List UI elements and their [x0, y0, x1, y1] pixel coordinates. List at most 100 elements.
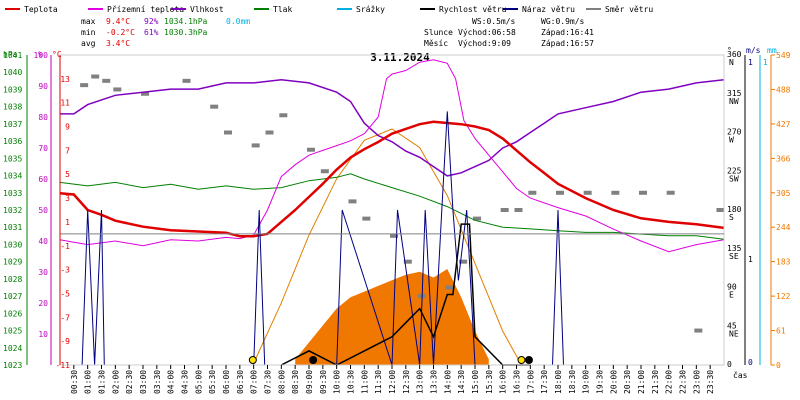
- legend-label: Teplota: [24, 5, 58, 14]
- stat-avg-label: avg: [81, 39, 96, 48]
- solar-tick-label: 366: [776, 154, 791, 163]
- direction-tick-label: 45: [727, 321, 737, 330]
- temperature-tick-label: -3: [60, 266, 70, 275]
- wind-direction-point: [390, 233, 398, 238]
- wind-direction-point: [611, 190, 620, 195]
- wind-direction-point: [307, 147, 315, 152]
- rain-tick-label: 1: [763, 58, 768, 67]
- x-tick-label: 18:30: [568, 370, 577, 394]
- x-tick-label: 07:00: [250, 370, 259, 394]
- moon-rise: Východ:9:09: [458, 39, 511, 48]
- x-tick-label: 02:30: [125, 370, 134, 394]
- temperature-tick-label: 3: [65, 194, 70, 203]
- x-tick-label: 23:30: [706, 370, 715, 394]
- x-tick-label: 11:30: [374, 370, 383, 394]
- wind-speed-mid-tick: 1: [748, 255, 753, 264]
- humidity-tick-label: 30: [38, 268, 48, 277]
- stat-min-press: 1030.3hPa: [164, 28, 208, 37]
- x-tick-label: 14:30: [457, 370, 466, 394]
- wind-direction-point: [583, 190, 592, 195]
- sun-rise: Východ:06:58: [458, 28, 516, 37]
- x-tick-label: 21:30: [651, 370, 660, 394]
- temperature-tick-label: 13: [60, 75, 70, 84]
- pressure-tick-label: 1040: [3, 68, 22, 77]
- temperature-tick-label: -5: [60, 289, 70, 298]
- temperature-tick-label: 1: [65, 218, 70, 227]
- temperature-tick-label: -1: [60, 242, 70, 251]
- x-tick-label: 06:00: [222, 370, 231, 394]
- x-tick-label: 17:30: [540, 370, 549, 394]
- wind-direction-point: [320, 169, 329, 174]
- pressure-tick-label: 1025: [3, 327, 22, 336]
- wind-direction-point: [445, 285, 454, 290]
- direction-compass-label: S: [729, 213, 734, 222]
- x-tick-label: 13:30: [430, 370, 439, 394]
- wind-speed-unit: m/s: [746, 46, 761, 55]
- stat-min-hum: 61%: [144, 28, 159, 37]
- solar-tick-label: 0: [776, 361, 781, 370]
- wind-direction-point: [362, 216, 371, 221]
- pressure-tick-label: 1033: [3, 189, 22, 198]
- x-tick-label: 21:00: [637, 370, 646, 394]
- rain-unit: mm: [767, 46, 777, 55]
- x-tick-label: 22:30: [679, 370, 688, 394]
- direction-compass-label: NW: [729, 97, 739, 106]
- temperature-unit: °C: [52, 50, 62, 59]
- wind-direction-point: [459, 259, 468, 264]
- x-tick-label: 08:30: [291, 370, 300, 394]
- sun-label: Slunce: [424, 28, 453, 37]
- x-tick-label: 07:30: [264, 370, 273, 394]
- wind-direction-point: [666, 190, 675, 195]
- wind-direction-point: [210, 104, 219, 109]
- humidity-tick-label: 10: [38, 330, 48, 339]
- wind-direction-point: [91, 74, 100, 79]
- solar-radiation-area: [295, 269, 489, 365]
- wind-direction-point: [639, 190, 647, 195]
- wind-direction-point: [251, 143, 260, 148]
- moon-set: Západ:16:57: [541, 39, 594, 48]
- direction-tick-label: 135: [727, 244, 742, 253]
- solar-max-line: [252, 128, 522, 366]
- humidity-tick-label: 80: [38, 113, 48, 122]
- direction-tick-label: 90: [727, 283, 737, 292]
- wind-direction-point: [102, 78, 111, 83]
- x-tick-label: 15:30: [485, 370, 494, 394]
- x-tick-label: 03:30: [153, 370, 162, 394]
- x-tick-label: 18:00: [554, 370, 563, 394]
- solar-tick-label: 549: [776, 51, 791, 60]
- x-tick-label: 03:00: [139, 370, 148, 394]
- axes: hPa% °C1041104010391038103710361035103410…: [3, 46, 791, 394]
- x-tick-label: 19:00: [582, 370, 591, 394]
- legend-label: Náraz větru: [522, 5, 575, 14]
- x-tick-label: 20:30: [623, 370, 632, 394]
- x-tick-label: 06:30: [236, 370, 245, 394]
- legend-label: Tlak: [273, 5, 292, 14]
- stat-max-hum: 92%: [144, 17, 159, 26]
- legend-label: Srážky: [356, 5, 385, 14]
- legend-label: Přízemní teplota: [107, 5, 184, 14]
- pressure-series-line: [59, 173, 725, 240]
- direction-compass-label: SW: [729, 174, 739, 183]
- wind-direction-point: [182, 78, 191, 83]
- sunset-marker: [517, 356, 526, 364]
- legend-label: Směr větru: [605, 5, 653, 14]
- wind-direction-point: [279, 113, 288, 118]
- wind-direction-point: [694, 328, 703, 333]
- solar-tick-label: 305: [776, 189, 791, 198]
- pressure-tick-label: 1039: [3, 85, 22, 94]
- solar-tick-label: 122: [776, 292, 791, 301]
- x-tick-label: 09:00: [305, 370, 314, 394]
- x-tick-label: 16:30: [513, 370, 522, 394]
- temperature-tick-label: -7: [60, 313, 70, 322]
- stat-avg-temp: 3.4°C: [106, 39, 130, 48]
- x-tick-label: 10:30: [347, 370, 356, 394]
- stat-min-label: min: [81, 28, 96, 37]
- pressure-tick-label: 1029: [3, 258, 22, 267]
- wind-gust-series-line: [81, 111, 564, 366]
- humidity-tick-label: 50: [38, 206, 48, 215]
- x-tick-label: 22:00: [665, 370, 674, 394]
- wind-speed-series-line: [280, 223, 531, 366]
- x-tick-label: 05:30: [208, 370, 217, 394]
- pressure-tick-label: 1034: [3, 172, 22, 181]
